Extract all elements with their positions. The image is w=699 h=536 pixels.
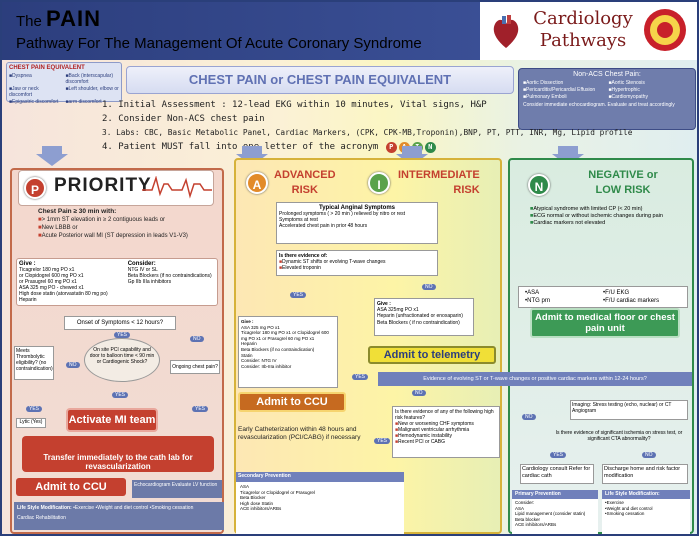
priority-criteria: Chest Pain ≥ 30 min with: > 1mm ST eleva… [38, 208, 206, 262]
no-label: NO [66, 362, 80, 368]
chest-pain-equivalent-box: CHEST PAIN EQUIVALENT Dyspnea Back (inte… [6, 62, 122, 105]
intermediate-letter-icon: I [368, 172, 390, 194]
typical-angina-box: Typical Anginal Symptoms Prolonged sympt… [276, 202, 438, 244]
yes-label: YES [26, 406, 43, 412]
admit-telemetry: Admit to telemetry [368, 346, 496, 364]
onset-question: Onset of Symptoms < 12 hours? [64, 316, 176, 330]
cp-item: Jaw or neck discomfort [9, 86, 63, 98]
negative-lifestyle-box: Life Style Modification: •Exercise •Weigh… [602, 490, 690, 534]
yes-label: YES [114, 332, 131, 338]
advanced-give-box: Give : ASA 325 mg PO x1 Ticagrelor 180 mg… [238, 316, 338, 388]
yes-label: YES [192, 406, 209, 412]
lytic-box: Lytic (Yes) [16, 418, 46, 428]
cp-item: Back (interscapular) discomfort [66, 73, 120, 85]
seal-icon [644, 9, 686, 51]
priority-lifestyle: Life Style Modification: •Exercise •Weig… [14, 502, 224, 530]
non-acs-item: Hypertrophic [609, 87, 692, 93]
poster-subtitle: Pathway For The Management Of Acute Coro… [16, 35, 422, 52]
acronym-p: P [385, 142, 397, 153]
heart-logo-icon [493, 15, 519, 48]
poster-title: The PAIN [16, 6, 101, 31]
evolving-changes-question: Evidence of evolving ST or T-wave change… [378, 372, 692, 386]
yes-label: YES [352, 374, 369, 380]
step-3: 3. Labs: CBC, Basic Metabolic Panel, Car… [102, 128, 633, 137]
yes-label: YES [290, 292, 307, 298]
secondary-prevention-box: ASA Ticagrelor or Clopidogrel or Prasugre… [236, 472, 404, 534]
intermediate-give-box: Give : ASA 325mg PO x1 Heparin (unfractio… [374, 298, 474, 336]
no-label: NO [412, 390, 426, 396]
admit-medical-floor: Admit to medical floor or chest pain uni… [530, 308, 680, 338]
non-acs-title: Non-ACS Chest Pain: [573, 71, 641, 78]
header-bar [2, 2, 480, 60]
non-acs-item: Aortic Dissection [523, 80, 606, 86]
chest-pain-banner: CHEST PAIN or CHEST PAIN EQUIVALENT [126, 66, 514, 94]
cp-item: Epigastric discomfort [9, 99, 63, 105]
significant-ischemia-question: Is there evidence of significant ischemi… [555, 430, 683, 442]
negative-criteria: Atypical syndrome with limited CP (< 20 … [530, 206, 680, 254]
priority-admit-ccu: Admit to CCU [16, 478, 126, 496]
priority-letter-icon: P [24, 177, 46, 199]
yes-label: YES [374, 438, 391, 444]
negative-letter-icon: N [528, 174, 550, 196]
negative-title: NEGATIVE or LOW RISK [588, 169, 658, 196]
priority-title: PRIORITY [54, 175, 152, 196]
echocardiogram-note: Echocardiogram Evaluate LV function [132, 480, 222, 498]
non-acs-item: Pericarditis/Pericardial Effusion [523, 87, 606, 93]
no-label: NO [522, 414, 536, 420]
yes-label: YES [112, 392, 129, 398]
non-acs-item: Aortic Stenosis [609, 80, 692, 86]
advanced-letter-icon: A [246, 172, 268, 194]
no-label: NO [422, 284, 436, 290]
thrombolytic-question: Meets Thrombolytic eligibility? (no cont… [14, 346, 54, 380]
no-label: NO [642, 452, 656, 458]
imaging-box: Imaging: Stress testing (echo, nuclear) … [570, 400, 688, 420]
secondary-prevention-title: Secondary Prevention [238, 473, 291, 479]
st-evidence-box: Is there evidence of: Dynamic ST shifts … [276, 250, 438, 276]
ongoing-pain-question: Ongoing chest pain? [170, 360, 220, 374]
step-2: 2. Consider Non-ACS chest pain [102, 114, 265, 124]
non-acs-item: Cardiomyopathy [609, 94, 692, 100]
activate-mi-team: Activate MI team [66, 408, 158, 432]
non-acs-box: Non-ACS Chest Pain: Aortic Dissection Ao… [518, 68, 696, 130]
negative-give-box: •ASA •F/U EKG •NTG prn •F/U cardiac marker… [518, 286, 688, 308]
priority-give-box: Give : Ticagrelor 180 mg PO x1 or Clopido… [16, 258, 218, 306]
flow-arrows [36, 146, 584, 166]
yes-label: YES [550, 452, 567, 458]
primary-prevention-box: Primary Prevention Consider: ASA Lipid man… [512, 490, 598, 534]
cp-item: Left shoulder, elbow or [66, 86, 120, 98]
cardiology-consult: Cardiology consult Refer for cardiac cat… [520, 464, 594, 484]
step-1: 1. Initial Assessment : 12-lead EKG with… [102, 100, 487, 110]
no-label: NO [190, 336, 204, 342]
advanced-admit-ccu: Admit to CCU [238, 392, 346, 412]
cp-item: arm discomfort [66, 99, 120, 105]
discharge-home: Discharge home and risk factor modificat… [602, 464, 688, 484]
priority-header [18, 170, 214, 206]
cp-equiv-title: CHEST PAIN EQUIVALENT [9, 65, 85, 71]
cp-item: Dyspnea [9, 73, 63, 85]
acronym-n: N [424, 142, 436, 153]
advanced-title: ADVANCED RISK [274, 169, 336, 196]
brand-name: Cardiology Pathways [533, 8, 633, 51]
early-catheterization: Early Catheterization within 48 hours an… [238, 426, 361, 441]
high-risk-features-box: Is there evidence of any of the followin… [392, 406, 500, 458]
ekg-wave-icon [142, 176, 212, 199]
non-acs-consider: Consider immediate echocardiogram. Evalu… [523, 102, 675, 108]
intermediate-title: INTERMEDIATE RISK [398, 169, 480, 196]
non-acs-item: Pulmonary Emboli [523, 94, 606, 100]
transfer-cath-lab: Transfer immediately to the cath lab for… [22, 436, 214, 472]
onsite-pci-question: On site PCI capability and door to ballo… [84, 338, 160, 382]
